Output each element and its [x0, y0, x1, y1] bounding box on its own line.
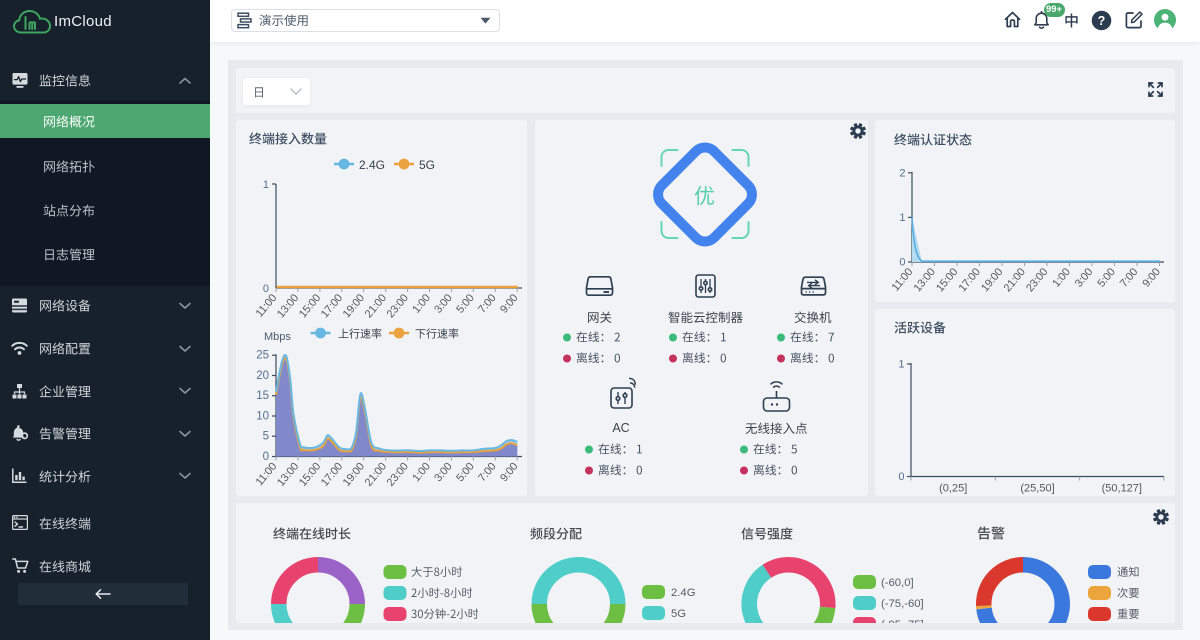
svg-text:19:00: 19:00	[341, 461, 367, 489]
svg-text:5: 5	[263, 431, 269, 443]
svg-text:25: 25	[256, 350, 269, 362]
svg-text:21:00: 21:00	[1002, 266, 1028, 294]
svg-text:1:00: 1:00	[410, 292, 432, 316]
svg-text:11:00: 11:00	[254, 461, 280, 488]
svg-text:Mbps: Mbps	[264, 331, 291, 343]
svg-text:15: 15	[256, 390, 269, 402]
svg-text:(25,50]: (25,50]	[1020, 483, 1054, 495]
svg-text:0: 0	[899, 257, 905, 269]
svg-text:5G: 5G	[671, 608, 686, 620]
svg-text:0: 0	[898, 471, 904, 483]
svg-text:15:00: 15:00	[297, 461, 323, 489]
svg-text:(0,25]: (0,25]	[939, 483, 967, 495]
svg-text:(-60,0]: (-60,0]	[881, 577, 914, 589]
svg-text:?: ?	[1098, 14, 1106, 28]
svg-text:7:00: 7:00	[476, 292, 498, 316]
svg-text:23:00: 23:00	[385, 461, 411, 489]
svg-text:21:00: 21:00	[363, 461, 389, 489]
svg-text:(50,127]: (50,127]	[1102, 483, 1142, 495]
svg-text:5:00: 5:00	[454, 292, 476, 316]
svg-text:2.4G: 2.4G	[359, 158, 385, 172]
svg-text:2: 2	[899, 167, 905, 179]
svg-text:17:00: 17:00	[319, 461, 345, 489]
svg-text:9:00: 9:00	[498, 292, 520, 316]
svg-text:19:00: 19:00	[979, 266, 1005, 294]
svg-text:5:00: 5:00	[454, 461, 476, 485]
svg-text:1:00: 1:00	[410, 461, 432, 485]
svg-text:7:00: 7:00	[1118, 266, 1140, 290]
svg-text:5:00: 5:00	[1095, 266, 1117, 290]
svg-text:11:00: 11:00	[890, 266, 916, 293]
svg-text:1: 1	[899, 212, 905, 224]
svg-text:1:00: 1:00	[1050, 266, 1072, 290]
svg-text:5G: 5G	[419, 158, 435, 172]
svg-text:23:00: 23:00	[385, 292, 411, 320]
svg-text:3:00: 3:00	[432, 292, 454, 316]
svg-text:13:00: 13:00	[275, 461, 301, 489]
svg-text:2.4G: 2.4G	[671, 587, 696, 599]
svg-text:3:00: 3:00	[1073, 266, 1095, 290]
svg-text:15:00: 15:00	[297, 292, 323, 320]
svg-text:21:00: 21:00	[363, 292, 389, 320]
svg-text:19:00: 19:00	[341, 292, 367, 320]
svg-text:10: 10	[256, 411, 269, 423]
svg-text:17:00: 17:00	[957, 266, 983, 294]
svg-text:9:00: 9:00	[1140, 266, 1162, 290]
svg-text:20: 20	[256, 370, 269, 382]
svg-text:23:00: 23:00	[1024, 266, 1050, 294]
svg-text:17:00: 17:00	[319, 292, 345, 320]
svg-text:13:00: 13:00	[912, 266, 938, 294]
svg-text:0: 0	[263, 283, 269, 295]
svg-text:9:00: 9:00	[498, 461, 520, 485]
svg-text:13:00: 13:00	[275, 292, 301, 320]
svg-text:(-75,-60]: (-75,-60]	[881, 598, 924, 610]
svg-text:1: 1	[263, 179, 269, 191]
svg-text:3:00: 3:00	[432, 461, 454, 485]
svg-text:1: 1	[898, 359, 904, 371]
svg-text:7:00: 7:00	[476, 461, 498, 485]
svg-text:15:00: 15:00	[934, 266, 960, 294]
svg-text:(-95,-75]: (-95,-75]	[881, 619, 924, 623]
svg-text:0: 0	[263, 451, 269, 463]
svg-text:11:00: 11:00	[254, 292, 280, 319]
